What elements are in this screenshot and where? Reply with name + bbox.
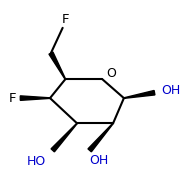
Polygon shape	[49, 52, 66, 79]
Polygon shape	[124, 91, 155, 98]
Polygon shape	[88, 123, 113, 152]
Text: O: O	[106, 67, 116, 80]
Text: OH: OH	[161, 84, 180, 97]
Text: F: F	[62, 13, 69, 26]
Text: HO: HO	[27, 155, 46, 168]
Text: OH: OH	[89, 154, 108, 167]
Polygon shape	[20, 96, 50, 100]
Polygon shape	[51, 123, 77, 152]
Text: F: F	[8, 92, 16, 105]
